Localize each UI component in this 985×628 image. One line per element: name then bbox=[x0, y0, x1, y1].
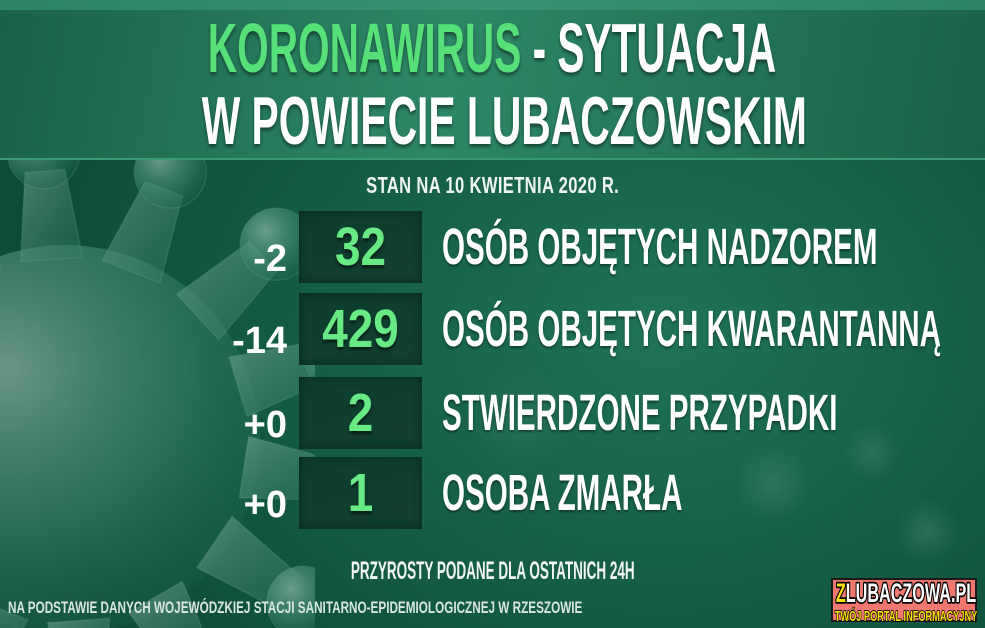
svg-text:ZLUBACZOWA.PL: ZLUBACZOWA.PL bbox=[836, 580, 976, 608]
svg-text:TWÓJ PORTAL INFORMACYJNY: TWÓJ PORTAL INFORMACYJNY bbox=[835, 607, 978, 624]
